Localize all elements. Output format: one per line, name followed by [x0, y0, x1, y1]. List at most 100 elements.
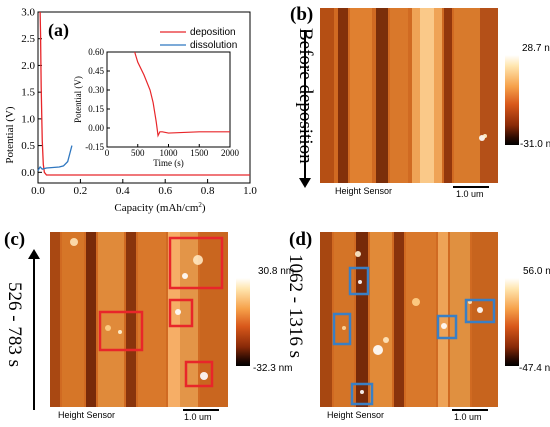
y-tick-label: 0.5 [21, 140, 35, 152]
arrow-down-head [299, 178, 311, 188]
afm-terrace-band [406, 232, 436, 407]
highlight-box [168, 298, 194, 328]
legend-label-deposition: deposition [190, 27, 236, 38]
afm-particle [342, 326, 346, 330]
y-tick-label: 2.0 [21, 60, 35, 72]
highlight-box [464, 298, 496, 324]
afm-particle [175, 309, 181, 315]
inset-x-tick-label: 1000 [160, 148, 179, 158]
afm-terrace-band [320, 232, 332, 407]
colorbar-d [505, 278, 519, 366]
x-tick-label: 0.4 [116, 185, 130, 197]
series-line-dissolution [37, 145, 73, 171]
afm-terrace-band [454, 8, 480, 183]
colorbar-c [236, 278, 250, 366]
colorbar-d-max: 56.0 nm [523, 266, 550, 277]
x-tick-label: 1.0 [243, 185, 257, 197]
inset-y-tick-label: 0.15 [88, 104, 104, 114]
afm-terrace-band [450, 232, 470, 407]
colorbar-d-min: -47.4 nm [519, 363, 550, 374]
inset-x-tick-label: 1500 [190, 148, 209, 158]
afm-terrace-band [338, 8, 348, 183]
height-sensor-label-d: Height Sensor [327, 410, 385, 420]
inset-series-line [134, 51, 230, 138]
afm-particle [412, 298, 420, 306]
afm-terrace-band [200, 232, 228, 407]
highlight-box [350, 382, 374, 406]
afm-particle [358, 280, 362, 284]
afm-terrace-band [86, 232, 96, 407]
legend: deposition dissolution [160, 27, 237, 51]
arrow-down [304, 30, 306, 180]
scale-bar-c [183, 409, 219, 411]
afm-particle [193, 255, 203, 265]
afm-particle [373, 345, 383, 355]
chart-a: 0.0 0.2 0.4 0.6 0.8 1.00.00.51.01.52.02.53.0 … [4, 7, 257, 215]
y-tick-label: 1.5 [21, 87, 35, 99]
afm-particle [383, 337, 389, 343]
x-tick-label: 0.8 [201, 185, 215, 197]
afm-image-1062-1316s [320, 232, 498, 407]
colorbar-b [505, 55, 519, 145]
inset-x-axis-label: Time (s) [153, 158, 183, 168]
inset-y-tick-label: 0.45 [88, 66, 104, 76]
plot-frame [37, 11, 251, 184]
y-tick-label: 3.0 [21, 7, 35, 19]
scale-bar-d [452, 409, 488, 411]
y-axis-label: Potential (V) [4, 106, 16, 163]
series-line-deposition [39, 11, 250, 176]
afm-terrace-band [350, 8, 372, 183]
scale-bar-c-label: 1.0 um [184, 412, 212, 422]
panel-c-letter: (c) [4, 229, 26, 250]
x-tick-label: 0.6 [158, 185, 172, 197]
afm-terrace-band [480, 8, 498, 183]
colorbar-c-min: -32.3 nm [253, 363, 293, 374]
inset-x-tick-label: 2000 [221, 148, 240, 158]
panel-c-side-label: 526 - 783 s [4, 282, 25, 367]
inset-x-tick-label: 500 [131, 148, 145, 158]
arrow-up [33, 258, 35, 410]
inset-y-tick-label: -0.15 [85, 142, 104, 152]
height-sensor-label-c: Height Sensor [58, 410, 116, 420]
inset-y-tick-label: 0.30 [88, 85, 104, 95]
afm-particle [200, 372, 208, 380]
afm-terrace-band [98, 232, 124, 407]
colorbar-c-max: 30.8 nm [258, 266, 295, 277]
afm-particle [360, 390, 364, 394]
afm-particle [182, 273, 188, 279]
afm-particle [118, 330, 122, 334]
arrow-up-head [28, 249, 40, 259]
colorbar-b-min: -31.0 nm [520, 139, 550, 150]
legend-label-dissolution: dissolution [190, 40, 237, 51]
panel-d-letter: (d) [289, 229, 313, 250]
scale-bar-d-label: 1.0 um [454, 412, 482, 422]
afm-terrace-band [376, 8, 388, 183]
highlight-box [168, 236, 224, 290]
y-tick-label: 2.5 [21, 33, 35, 45]
afm-particle [355, 251, 361, 257]
highlight-box [98, 310, 144, 352]
colorbar-b-max: 28.7 nm [522, 43, 550, 54]
afm-terrace-band [438, 232, 448, 407]
scale-bar-b-label: 1.0 um [456, 189, 484, 199]
x-tick-label: 0.0 [31, 185, 45, 197]
afm-terrace-band [394, 232, 404, 407]
highlight-box [348, 266, 370, 296]
panel-d-side-label: 1062 - 1316 s [285, 254, 306, 358]
panel-b-letter: (b) [290, 4, 314, 25]
afm-particle [483, 134, 487, 138]
afm-particle [477, 307, 483, 313]
afm-terrace-band [50, 232, 60, 407]
panel-a-letter: (a) [48, 20, 69, 41]
afm-terrace-band [370, 232, 392, 407]
x-axis-label: Capacity (mAh/cm2) [114, 201, 206, 214]
afm-particle [441, 323, 447, 329]
y-tick-label: 0.0 [21, 167, 35, 179]
height-sensor-label-b: Height Sensor [335, 186, 393, 196]
highlight-box [332, 312, 352, 346]
highlight-box [184, 360, 214, 388]
afm-terrace-band [62, 232, 84, 407]
inset-y-axis-label: Potential (V) [73, 76, 83, 123]
inset-y-tick-label: 0.00 [88, 123, 104, 133]
afm-particle [105, 325, 111, 331]
